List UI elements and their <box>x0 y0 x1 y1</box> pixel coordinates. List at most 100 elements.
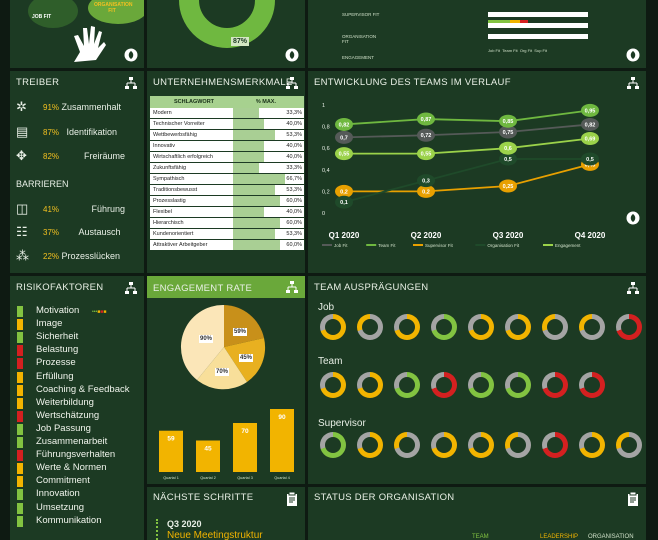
risk-indicator <box>17 489 23 501</box>
team-donut <box>579 432 605 458</box>
table-row: Innovativ 40,0% <box>150 141 304 152</box>
team-donut <box>505 372 531 398</box>
data-point <box>417 147 435 161</box>
tab-team[interactable]: TEAM <box>472 534 489 540</box>
data-label: 0,95 <box>585 108 596 114</box>
org-fit-label: ORGANISATION FIT <box>94 2 133 14</box>
merkmale-title: UNTERNEHMENSMERKMALE <box>153 77 293 88</box>
risk-indicator <box>17 423 23 435</box>
hierarchy-icon[interactable] <box>285 280 299 294</box>
risk-indicator <box>17 450 23 462</box>
engagement-pie <box>180 304 266 390</box>
y-tick-label: 0,8 <box>322 125 330 131</box>
top-left-panel: JOB FIT ORGANISATION FIT <box>10 0 144 68</box>
engagement-bar-chart: 59 Quartal 1 45 Quartal 2 70 Quartal 3 90 Quart… <box>159 409 294 480</box>
team-donut <box>505 432 531 458</box>
risk-label: Umsetzung <box>36 501 85 513</box>
y-tick-label: 0,4 <box>322 168 330 174</box>
network-icon: ✲ <box>16 99 27 114</box>
risk-indicator <box>17 384 23 396</box>
data-point <box>417 112 435 126</box>
data-label: 0,5 <box>504 157 512 163</box>
table-row: Wirtschaftlich erfolgreich 40,0% <box>150 152 304 163</box>
barriere-item-3: 22% Prozesslücken <box>43 251 121 261</box>
table-row: Flexibel 40,0% <box>150 207 304 218</box>
data-point <box>499 141 517 155</box>
bar-value-label: 90 <box>278 414 286 421</box>
data-point <box>417 184 435 198</box>
top-right-panel: SUPERVISOR FIT ORGANISATION FIT ENGAGEME… <box>308 0 646 68</box>
pie-label-2: 45% <box>239 354 254 362</box>
hierarchy-icon[interactable] <box>124 76 138 90</box>
risk-label: Wertschätzung <box>36 409 100 421</box>
leaf-icon[interactable] <box>124 48 138 62</box>
leaf-icon[interactable] <box>626 211 640 225</box>
clipboard-icon[interactable] <box>626 491 640 506</box>
data-point <box>499 179 517 193</box>
team-donut <box>394 372 420 398</box>
barriere-item-2: 37% Austausch <box>43 227 121 237</box>
y-tick-label: 0 <box>322 211 325 217</box>
data-point <box>417 174 435 188</box>
risk-label: Zusammenarbeit <box>36 436 108 447</box>
table-row: Hierarchisch 60,0% <box>150 218 304 229</box>
clipboard-icon[interactable] <box>285 491 299 506</box>
team-donut <box>431 372 457 398</box>
people-icon: ☷ <box>16 224 28 239</box>
legend-label: Team Fit <box>378 243 396 248</box>
id-card-icon: ▤ <box>16 124 29 139</box>
risk-label: Sicherheit <box>36 331 79 343</box>
hierarchy-icon[interactable] <box>285 76 299 90</box>
risk-indicator <box>17 358 23 370</box>
risk-indicator <box>17 319 23 331</box>
bar-row-3 <box>488 23 588 28</box>
bar-category-label: Quartal 2 <box>200 476 216 480</box>
hierarchy-icon[interactable] <box>626 76 640 90</box>
legend-label: Organisation Fit <box>487 243 520 248</box>
pie-label-4: 90% <box>199 335 214 343</box>
series-line <box>344 137 591 155</box>
risk-indicator <box>17 306 23 317</box>
series-line <box>344 163 591 193</box>
treiber-panel: TREIBER ✲ 91% Zusammenhalt ▤ 87% Identif… <box>10 71 144 273</box>
x-tick-label: Q1 2020 <box>329 231 360 240</box>
risiko-panel: RISIKOFAKTOREN •••■■■ Motivation Image Sic… <box>10 276 144 540</box>
barriere-item-1: 41% Führung <box>43 204 126 214</box>
data-point <box>581 103 599 117</box>
hierarchy-icon[interactable] <box>124 281 138 295</box>
bar <box>196 440 220 472</box>
team-donut <box>320 314 346 340</box>
next-quarter: Q3 2020 <box>167 519 202 529</box>
treiber-item-3: 82% Freiräume <box>43 151 126 161</box>
risk-indicator <box>17 332 23 344</box>
top-right-label-3: ENGAGEMENT <box>342 55 375 60</box>
x-tick-label: Q2 2020 <box>411 231 442 240</box>
leaf-icon[interactable] <box>285 48 299 62</box>
speech-bubble-green <box>88 0 144 24</box>
risk-indicator <box>17 397 23 409</box>
process-icon: ⁂ <box>16 248 29 263</box>
table-row: Modern 33,3% <box>150 108 304 119</box>
job-fit-label: JOB FIT <box>32 14 52 20</box>
tab-organisation[interactable]: ORGANISATION <box>588 534 634 540</box>
risk-label: Job Passung <box>36 422 91 434</box>
group-job: Job <box>318 302 335 313</box>
speech-bubble-dark <box>28 0 78 28</box>
group-team: Team <box>318 356 343 367</box>
bar-category-label: Quartal 4 <box>274 476 290 480</box>
hierarchy-icon[interactable] <box>626 281 640 295</box>
data-point <box>499 114 517 128</box>
series-line <box>343 123 591 139</box>
bar <box>233 423 257 472</box>
risk-indicator <box>17 371 23 383</box>
top-donut <box>179 0 275 48</box>
tab-leadership[interactable]: LEADERSHIP <box>540 534 579 540</box>
data-label: 0,82 <box>339 122 350 128</box>
leaf-icon[interactable] <box>626 48 640 62</box>
top-mid-panel: 87% <box>147 0 305 68</box>
table-row: Wettbewerbsfähig 53,3% <box>150 130 304 141</box>
risk-legend: •••■■■ <box>92 309 107 315</box>
team-donut <box>468 372 494 398</box>
table-row: Sympathisch 66,7% <box>150 174 304 185</box>
data-label: 0,87 <box>421 117 432 123</box>
